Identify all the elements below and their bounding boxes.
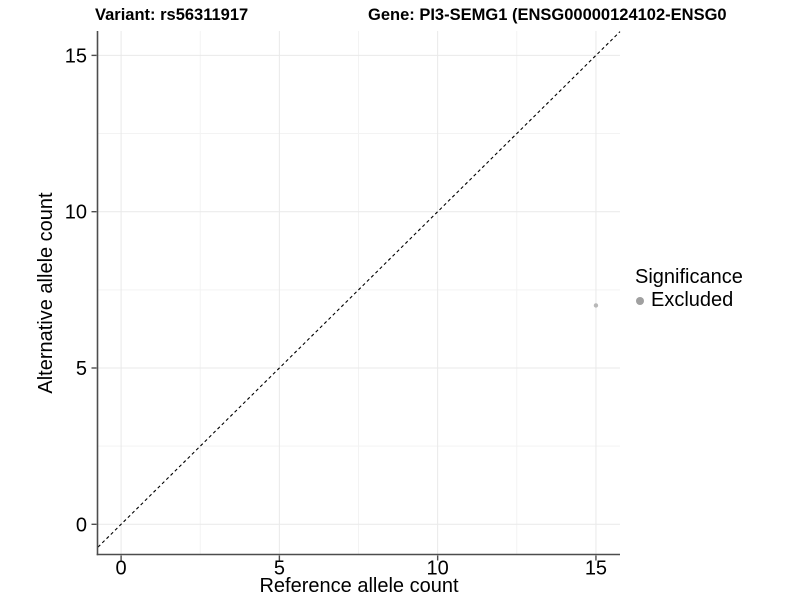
x-tick-label: 15 <box>585 558 607 580</box>
y-tick-label: 0 <box>76 514 87 536</box>
x-tick-label: 5 <box>274 558 285 580</box>
data-point <box>593 303 599 308</box>
plot-title-gene: Gene: PI3-SEMG1 (ENSG00000124102-ENSG0 <box>368 6 727 24</box>
x-tick-label: 10 <box>427 558 449 580</box>
legend: Significance Excluded <box>635 266 743 311</box>
plot-title-variant: Variant: rs56311917 <box>95 6 249 24</box>
identity-line <box>97 31 621 548</box>
y-axis-title: Alternative allele count <box>35 192 57 394</box>
y-tick-label: 15 <box>65 45 87 67</box>
legend-item-label: Excluded <box>651 289 734 311</box>
legend-item-excluded: Excluded <box>636 290 743 311</box>
y-tick-label: 5 <box>76 358 87 380</box>
y-tick-label: 10 <box>65 202 87 224</box>
legend-marker-circle <box>636 296 644 305</box>
legend-title: Significance <box>635 266 743 288</box>
x-tick-label: 0 <box>116 558 127 580</box>
x-axis-title: Reference allele count <box>259 575 459 597</box>
